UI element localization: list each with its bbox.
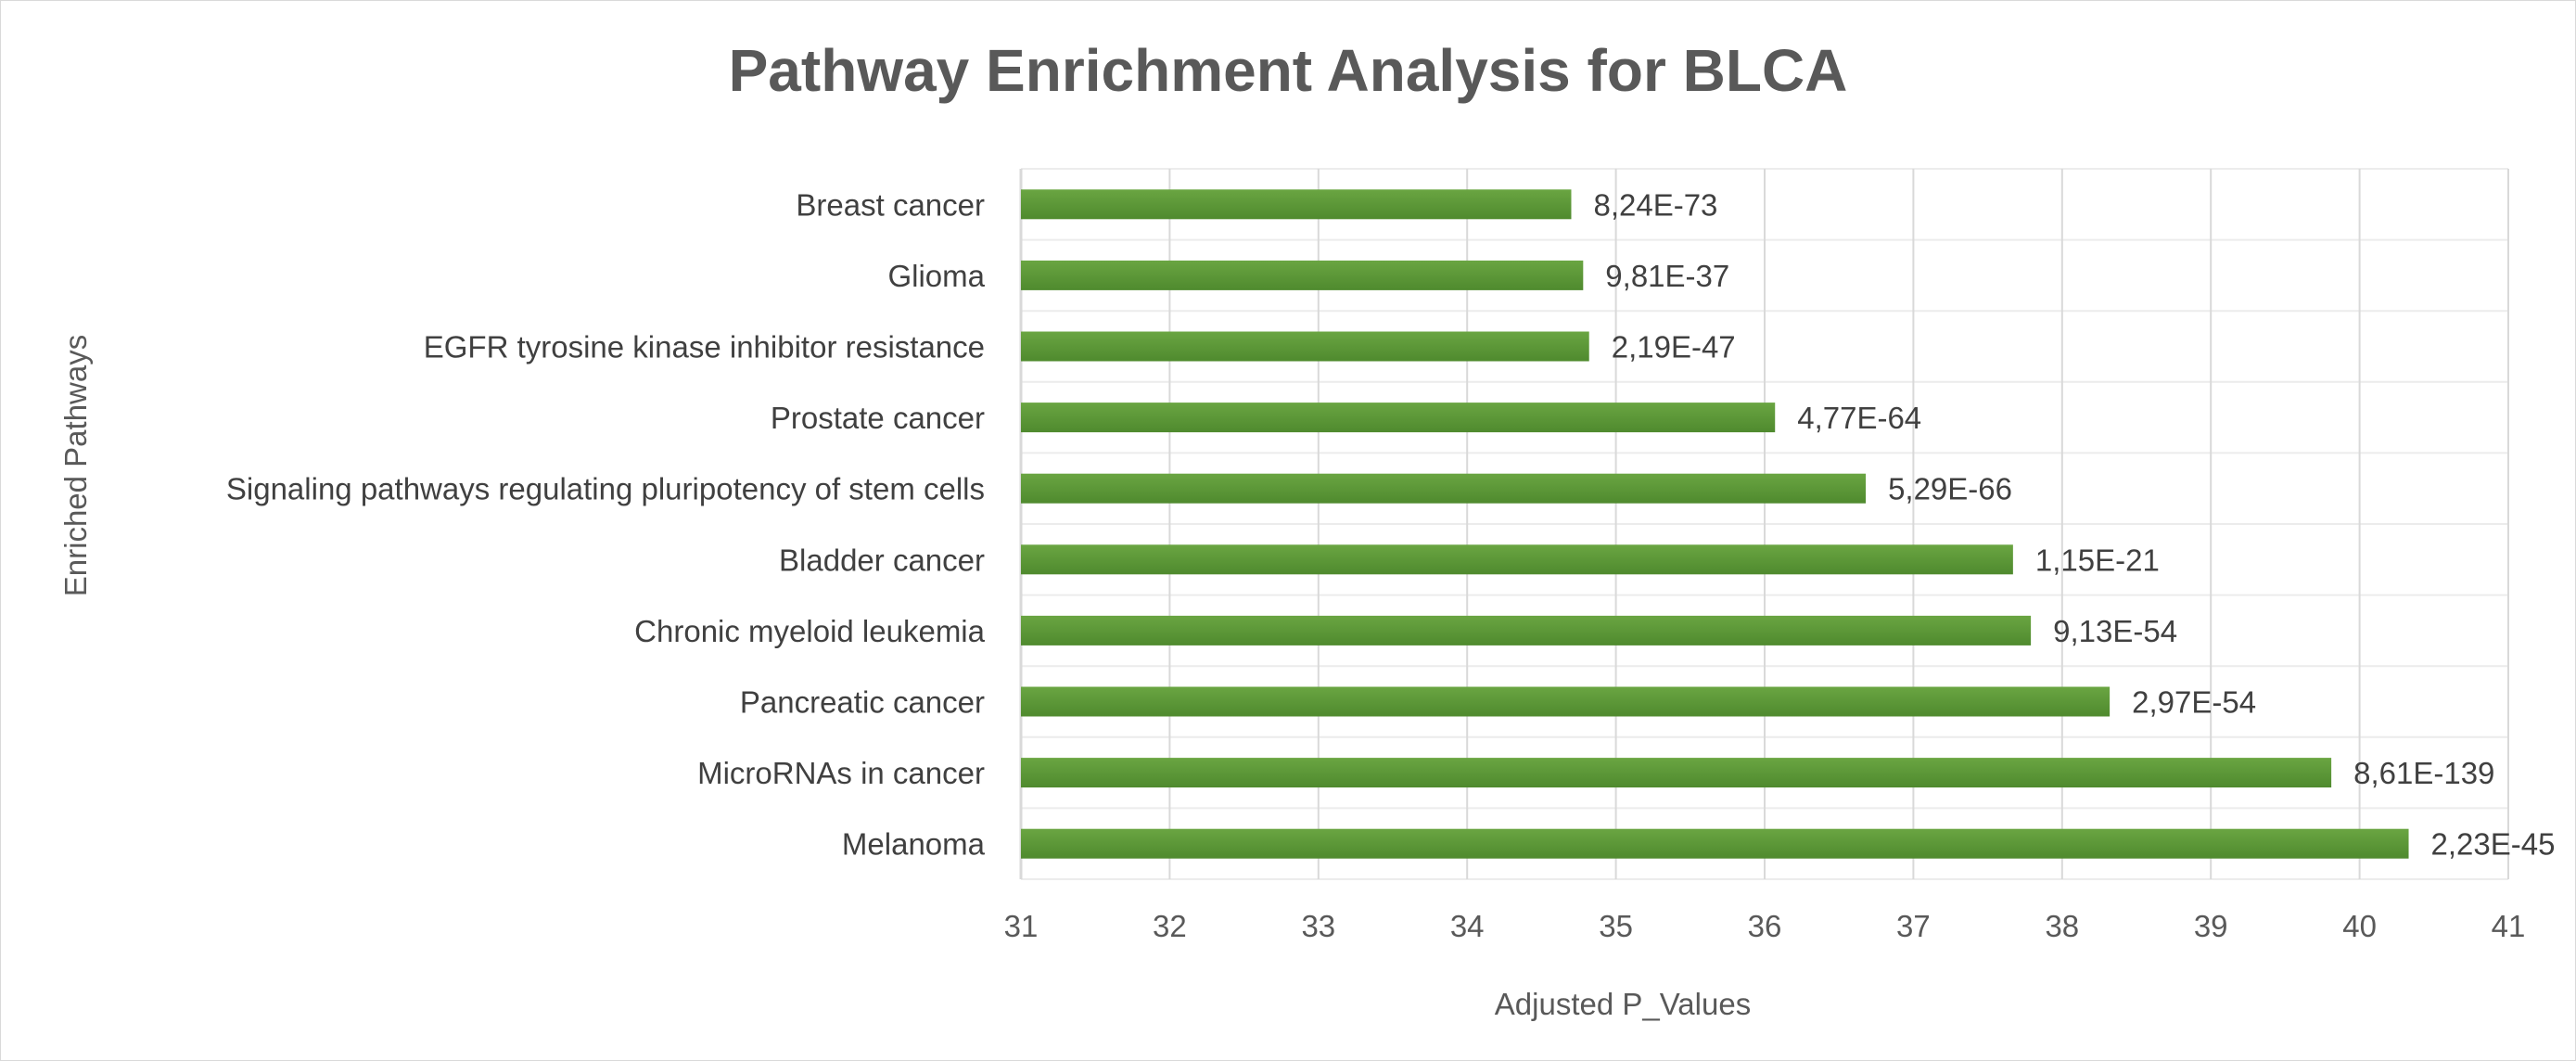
data-label: 2,19E-47 bbox=[1612, 330, 1736, 364]
x-tick-label: 35 bbox=[1599, 909, 1633, 943]
data-label: 9,81E-37 bbox=[1605, 259, 1729, 293]
bar bbox=[1021, 615, 2032, 646]
category-label: Prostate cancer bbox=[771, 401, 985, 435]
category-label: Signaling pathways regulating pluripoten… bbox=[226, 472, 985, 506]
labels: 31 32 33 34 35 36 37 38 39 40 41 Breast cancer 8,24E… bbox=[226, 187, 2556, 943]
data-label: 5,29E-66 bbox=[1888, 472, 2012, 506]
x-tick-label: 38 bbox=[2045, 909, 2079, 943]
x-tick-label: 32 bbox=[1153, 909, 1187, 943]
data-label: 4,77E-64 bbox=[1797, 401, 1921, 435]
bar bbox=[1021, 758, 2332, 788]
category-label: Glioma bbox=[887, 259, 985, 293]
x-tick-label: 41 bbox=[2492, 909, 2526, 943]
bar bbox=[1021, 544, 2013, 575]
x-axis-title: Adjusted P_Values bbox=[1494, 987, 1752, 1021]
data-label: 8,24E-73 bbox=[1593, 187, 1717, 222]
x-tick-label: 36 bbox=[1748, 909, 1782, 943]
category-label: Chronic myeloid leukemia bbox=[634, 614, 985, 648]
data-label: 2,97E-54 bbox=[2132, 685, 2256, 720]
bars bbox=[1021, 189, 2409, 859]
x-tick-label: 39 bbox=[2194, 909, 2228, 943]
data-label: 2,23E-45 bbox=[2431, 827, 2556, 862]
bar bbox=[1021, 828, 2409, 859]
bar bbox=[1021, 260, 1584, 290]
bar bbox=[1021, 331, 1589, 362]
category-label: EGFR tyrosine kinase inhibitor resistanc… bbox=[424, 330, 985, 364]
bar bbox=[1021, 189, 1572, 220]
chart-title: Pathway Enrichment Analysis for BLCA bbox=[728, 37, 1848, 104]
category-label: MicroRNAs in cancer bbox=[697, 756, 985, 790]
category-label: Melanoma bbox=[842, 827, 986, 862]
data-label: 8,61E-139 bbox=[2353, 756, 2494, 790]
x-tick-label: 31 bbox=[1004, 909, 1039, 943]
bar bbox=[1021, 403, 1776, 433]
category-label: Pancreatic cancer bbox=[740, 685, 985, 720]
x-tick-label: 34 bbox=[1450, 909, 1485, 943]
data-label: 9,13E-54 bbox=[2053, 614, 2177, 648]
x-tick-label: 33 bbox=[1301, 909, 1335, 943]
bar bbox=[1021, 473, 1867, 504]
bar bbox=[1021, 686, 2111, 717]
category-label: Breast cancer bbox=[796, 187, 985, 222]
data-label: 1,15E-21 bbox=[2035, 543, 2160, 577]
x-tick-label: 40 bbox=[2342, 909, 2377, 943]
x-tick-label: 37 bbox=[1896, 909, 1931, 943]
category-label: Bladder cancer bbox=[779, 543, 985, 577]
